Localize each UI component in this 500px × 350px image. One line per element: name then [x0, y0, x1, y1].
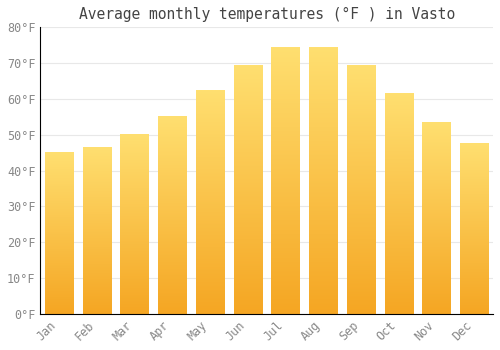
Title: Average monthly temperatures (°F ) in Vasto: Average monthly temperatures (°F ) in Va… — [78, 7, 455, 22]
